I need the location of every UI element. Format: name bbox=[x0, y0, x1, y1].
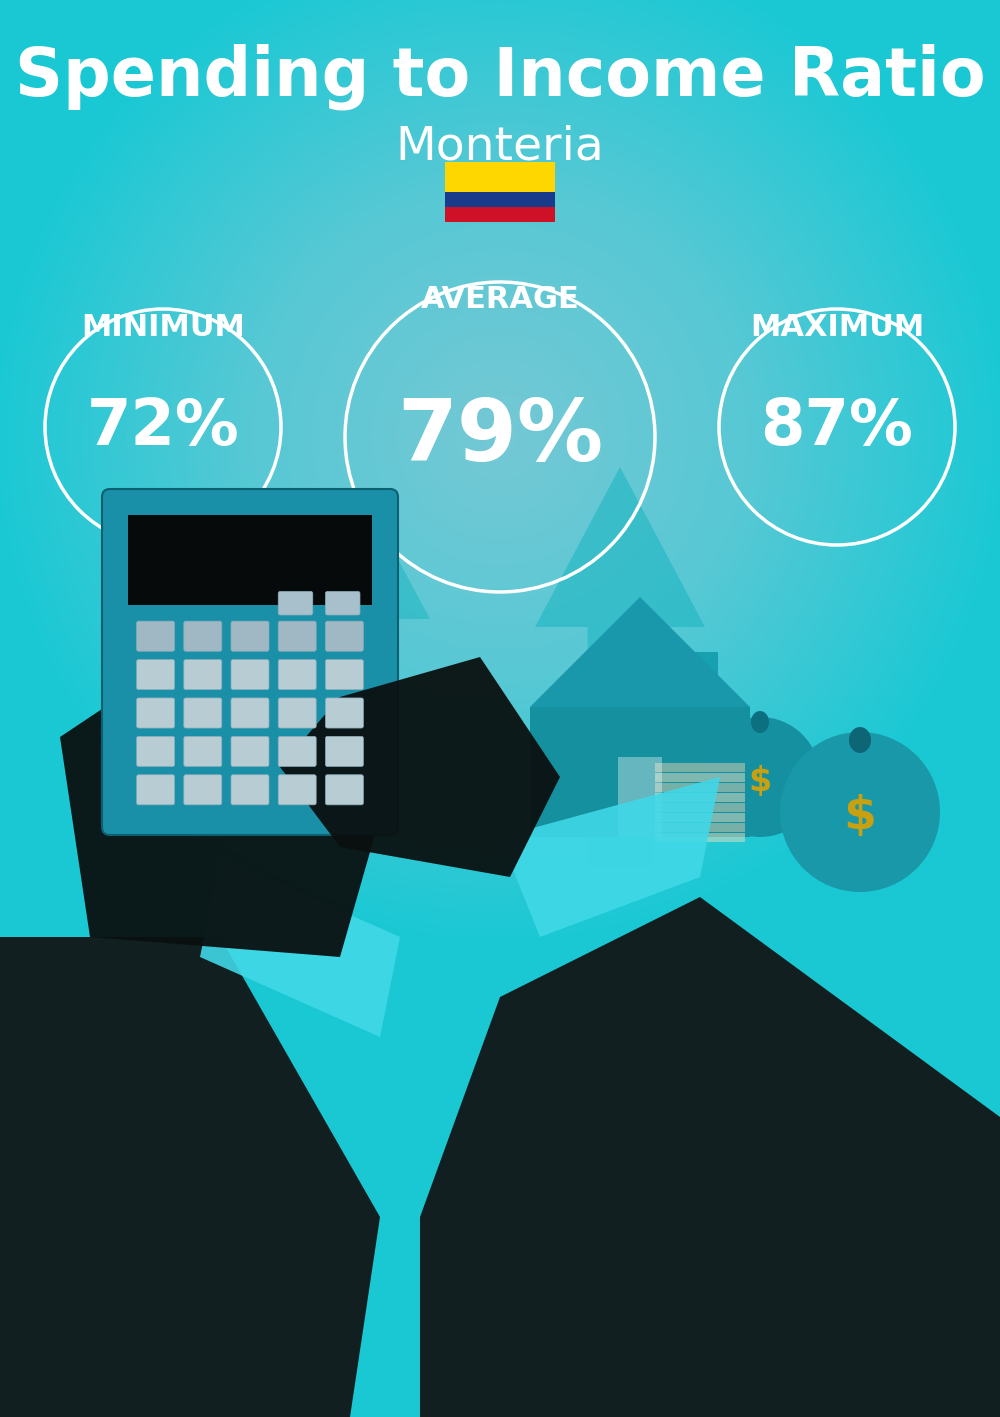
Text: 72%: 72% bbox=[87, 395, 239, 458]
FancyBboxPatch shape bbox=[184, 621, 222, 652]
Bar bbox=[655, 794, 745, 802]
FancyBboxPatch shape bbox=[231, 775, 269, 805]
Text: Spending to Income Ratio: Spending to Income Ratio bbox=[15, 44, 985, 111]
Text: MINIMUM: MINIMUM bbox=[81, 313, 245, 341]
Polygon shape bbox=[530, 597, 750, 707]
FancyBboxPatch shape bbox=[102, 489, 398, 835]
Circle shape bbox=[700, 717, 820, 837]
Bar bbox=[445, 207, 555, 222]
Circle shape bbox=[780, 733, 940, 891]
Polygon shape bbox=[200, 857, 400, 1037]
FancyBboxPatch shape bbox=[278, 591, 313, 615]
Text: $: $ bbox=[844, 795, 876, 839]
Ellipse shape bbox=[849, 727, 871, 752]
Ellipse shape bbox=[751, 711, 769, 733]
FancyBboxPatch shape bbox=[184, 737, 222, 767]
Bar bbox=[530, 707, 750, 837]
Bar bbox=[445, 162, 555, 191]
Polygon shape bbox=[280, 657, 560, 877]
Bar bbox=[655, 823, 745, 832]
Bar bbox=[618, 757, 662, 837]
FancyBboxPatch shape bbox=[184, 659, 222, 690]
Bar bbox=[128, 514, 372, 605]
Bar bbox=[445, 191, 555, 207]
FancyBboxPatch shape bbox=[184, 775, 222, 805]
Bar bbox=[690, 652, 718, 707]
FancyBboxPatch shape bbox=[325, 591, 360, 615]
Polygon shape bbox=[60, 657, 380, 956]
FancyBboxPatch shape bbox=[278, 659, 316, 690]
Text: $: $ bbox=[748, 765, 772, 799]
Text: 87%: 87% bbox=[761, 395, 913, 458]
Polygon shape bbox=[535, 468, 705, 867]
Bar bbox=[655, 784, 745, 792]
FancyBboxPatch shape bbox=[278, 737, 316, 767]
FancyBboxPatch shape bbox=[137, 737, 175, 767]
Polygon shape bbox=[500, 777, 720, 937]
Bar bbox=[655, 833, 745, 842]
FancyBboxPatch shape bbox=[278, 621, 316, 652]
FancyBboxPatch shape bbox=[231, 699, 269, 728]
FancyBboxPatch shape bbox=[137, 659, 175, 690]
Polygon shape bbox=[420, 897, 1000, 1417]
Text: AVERAGE: AVERAGE bbox=[421, 285, 579, 313]
FancyBboxPatch shape bbox=[325, 659, 363, 690]
Text: 79%: 79% bbox=[397, 395, 603, 479]
FancyBboxPatch shape bbox=[231, 621, 269, 652]
Bar bbox=[655, 803, 745, 812]
FancyBboxPatch shape bbox=[231, 737, 269, 767]
FancyBboxPatch shape bbox=[325, 621, 363, 652]
Polygon shape bbox=[310, 507, 430, 786]
FancyBboxPatch shape bbox=[137, 621, 175, 652]
Text: Monteria: Monteria bbox=[396, 125, 604, 170]
Bar bbox=[655, 762, 745, 772]
FancyBboxPatch shape bbox=[137, 699, 175, 728]
FancyBboxPatch shape bbox=[278, 775, 316, 805]
FancyBboxPatch shape bbox=[278, 699, 316, 728]
FancyBboxPatch shape bbox=[325, 775, 363, 805]
FancyBboxPatch shape bbox=[137, 775, 175, 805]
FancyBboxPatch shape bbox=[184, 699, 222, 728]
FancyBboxPatch shape bbox=[325, 737, 363, 767]
Bar bbox=[655, 774, 745, 782]
Text: MAXIMUM: MAXIMUM bbox=[750, 313, 924, 341]
FancyBboxPatch shape bbox=[231, 659, 269, 690]
Bar bbox=[655, 813, 745, 822]
Polygon shape bbox=[0, 937, 380, 1417]
FancyBboxPatch shape bbox=[325, 699, 363, 728]
